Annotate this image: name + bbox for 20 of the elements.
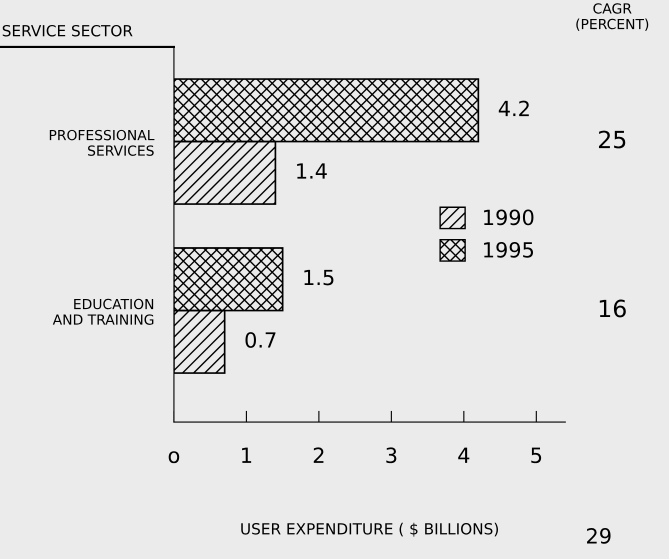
data-label: 1.5 [304,270,334,286]
x-axis-title: USER EXPENDITURE ( $ BILLIONS) [241,522,498,537]
text: CAGR (PERCENT) [576,3,648,31]
data-label: 0.7 [245,332,276,348]
text: 29 [587,528,611,544]
y-axis-title: SERVICE SECTOR [2,24,133,36]
x-tick-label: 1 [242,448,252,463]
y-tick-label: EDUCATION AND TRAINING [52,298,154,325]
text: 25 [598,130,626,148]
legend-label: 1995 [484,242,533,258]
x-tick-label: o [168,451,180,464]
text: 16 [600,300,626,318]
x-tick-label: 5 [531,448,542,464]
x-tick-label: 4 [458,448,470,463]
y-tick-label: PROFESSIONAL SERVICES [50,130,154,156]
data-label: 1.4 [297,163,327,179]
x-tick-label: 2 [314,447,324,463]
legend-label: 1990 [484,209,534,226]
data-label: 4.2 [498,100,529,116]
x-tick-label: 3 [386,447,396,464]
